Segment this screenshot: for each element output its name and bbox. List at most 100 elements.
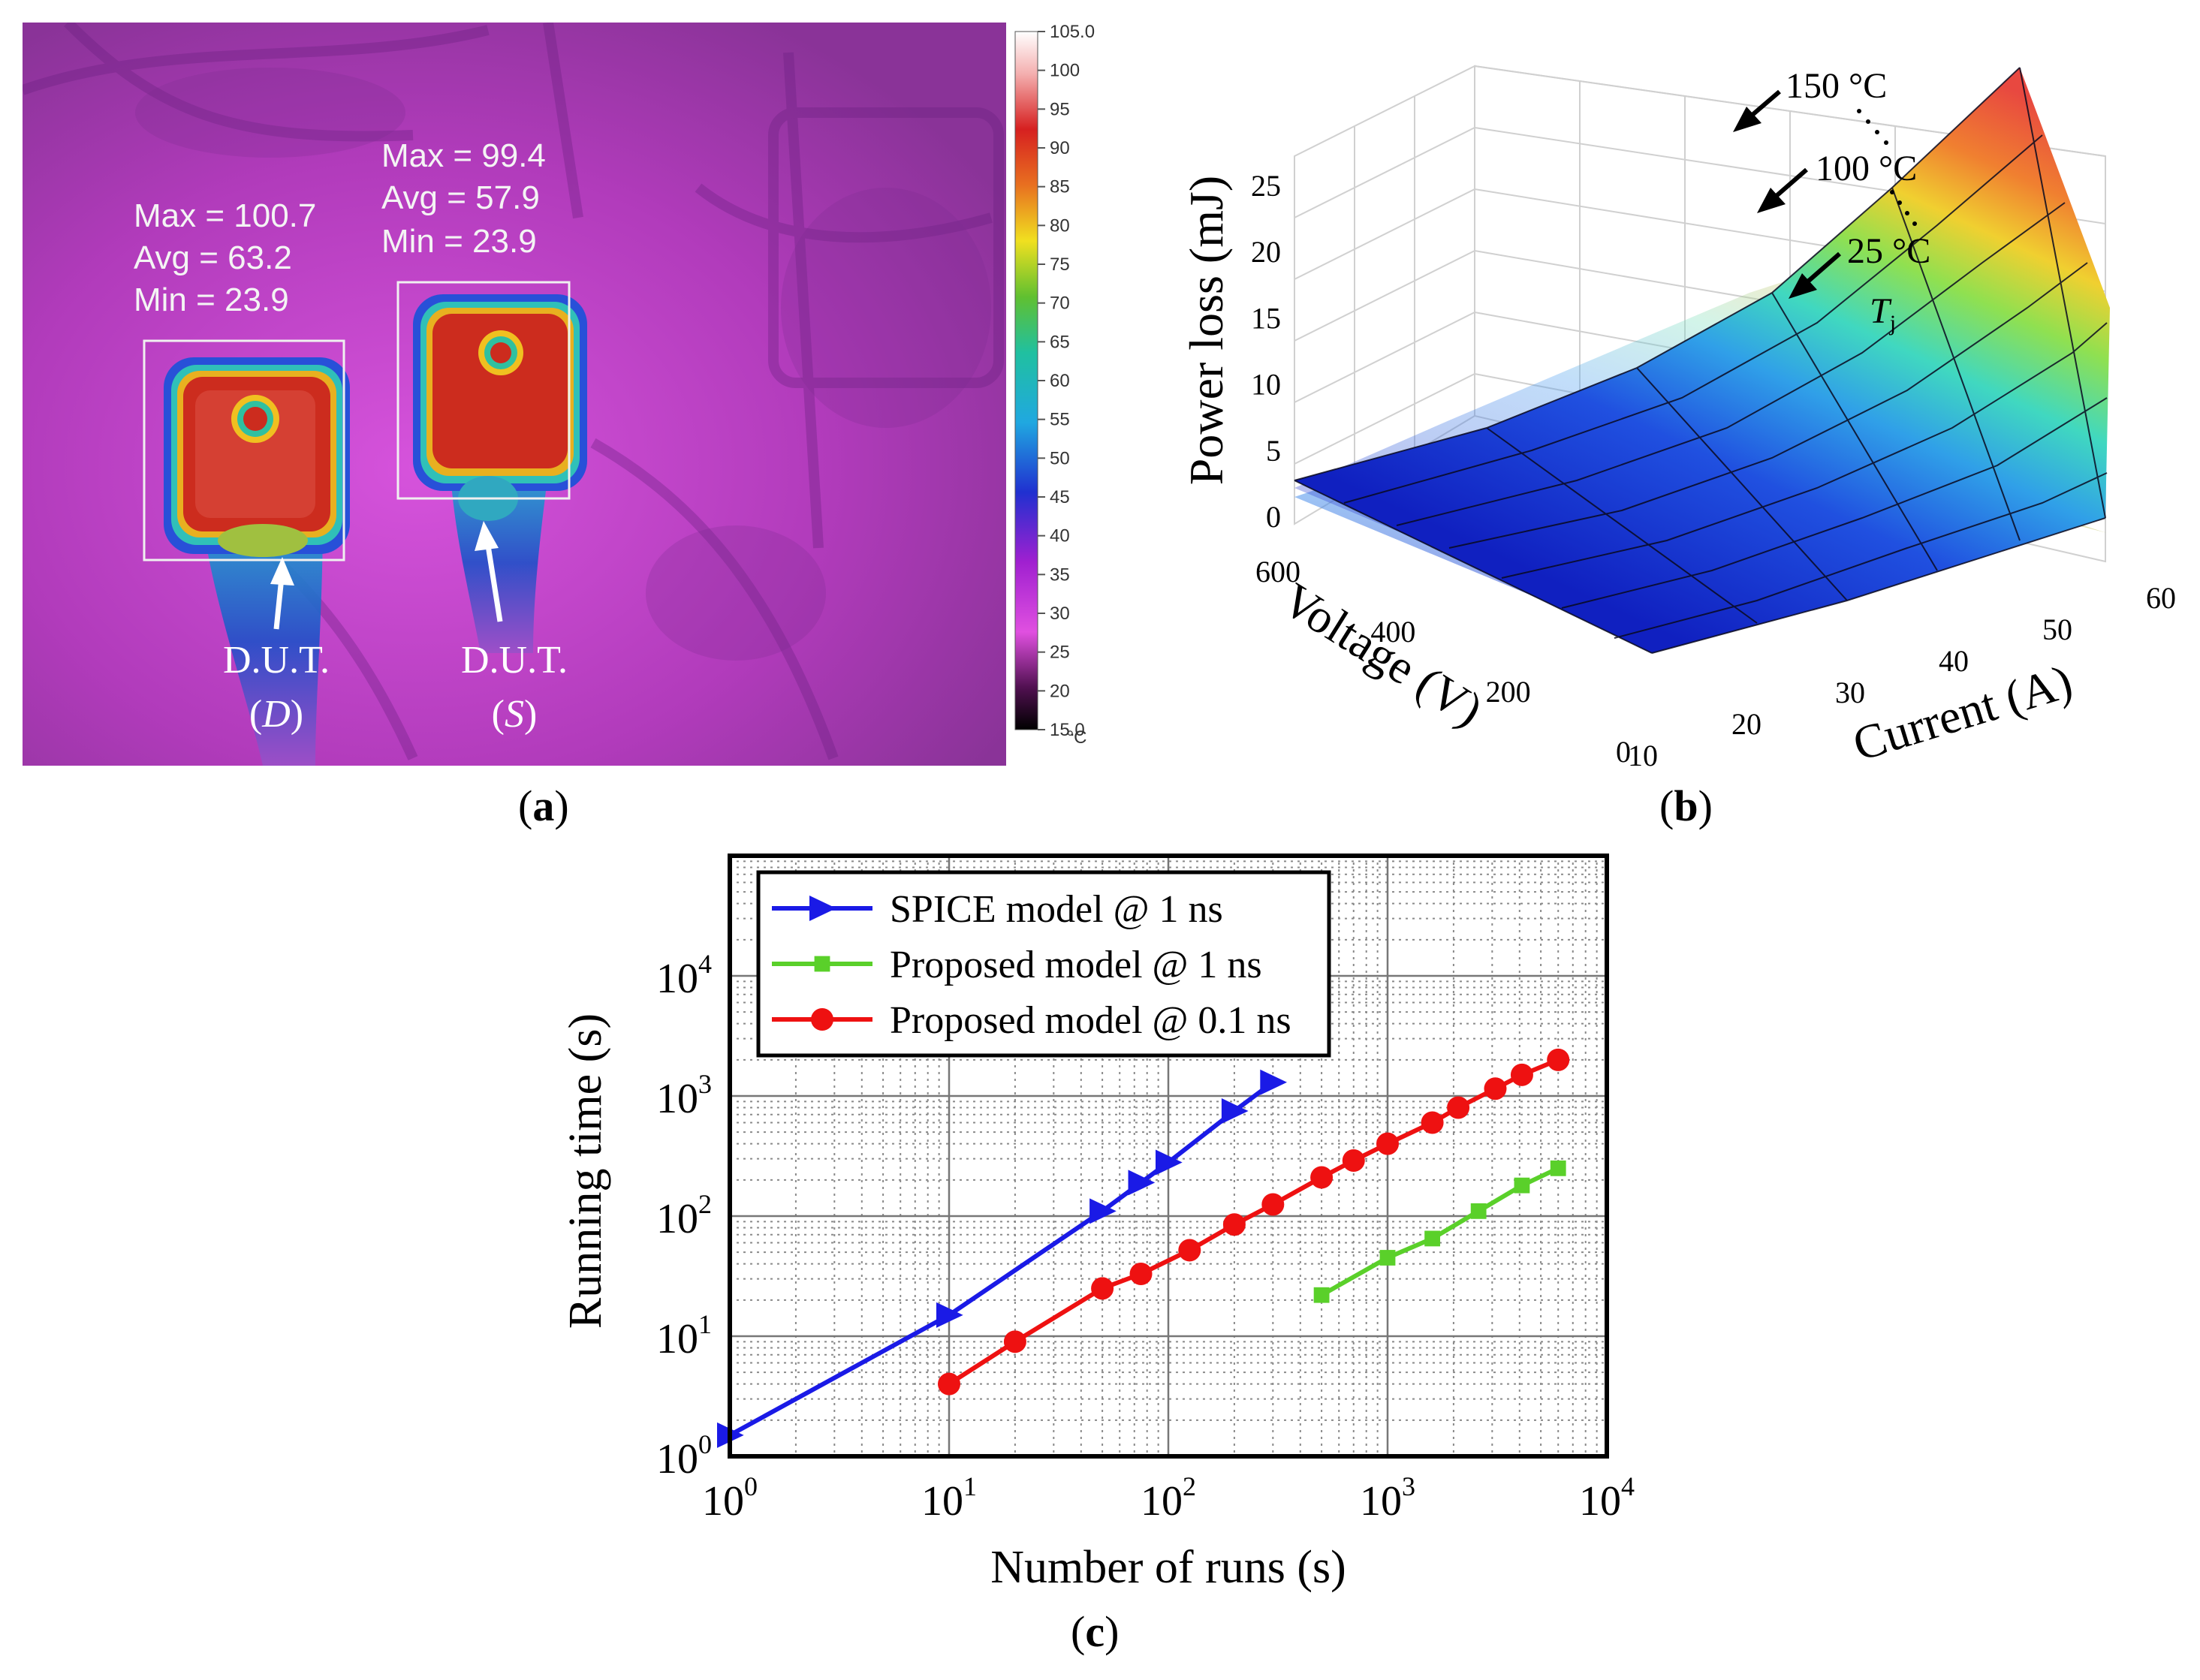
y-tick-label: 101: [656, 1309, 712, 1362]
y-ticks: 100 101 102 103 104: [656, 949, 712, 1483]
data-point: [1342, 1149, 1365, 1173]
data-point: [1129, 1263, 1153, 1286]
colorbar-tick-label: 15.0: [1050, 720, 1085, 740]
data-point: [1310, 1166, 1334, 1189]
colorbar: [1014, 31, 1038, 730]
z-ticks: 0 5 10 15 20 25: [1251, 169, 1281, 534]
colorbar-tick-label: 60: [1050, 371, 1070, 391]
arrow-25c: [1802, 251, 1841, 288]
colorbar-tick-label: 40: [1050, 526, 1070, 546]
panel-a: Max = 100.7 Avg = 63.2 Min = 23.9 Max = …: [23, 23, 1194, 766]
device-s: [413, 294, 587, 653]
x-tick-label: 104: [1579, 1471, 1635, 1525]
current-tick-label: 30: [1835, 676, 1865, 709]
legend-marker: [809, 896, 836, 921]
series-1: [1313, 1160, 1566, 1303]
data-point: [1091, 1277, 1114, 1300]
data-point: [1156, 1149, 1183, 1176]
arrow-s-head: [475, 521, 499, 551]
colorbar-unit: °C: [1067, 727, 1087, 748]
colorbar-tick-label: 30: [1050, 604, 1070, 624]
colorbar-tick-label: 75: [1050, 254, 1070, 275]
current-tick-label: 10: [1628, 739, 1658, 772]
legend-label: SPICE model @ 1 ns: [890, 888, 1223, 931]
voltage-tick-label: 600: [1255, 555, 1300, 589]
dut-labels: D.U.T. (D) D.U.T. (S): [223, 639, 568, 736]
x-tick-label: 103: [1360, 1471, 1415, 1525]
data-point: [1313, 1287, 1330, 1303]
data-point: [938, 1372, 960, 1395]
annotation-dots: [1857, 109, 1917, 226]
z-tick-label: 20: [1251, 235, 1281, 269]
data-point: [1484, 1077, 1507, 1100]
data-point: [1089, 1198, 1117, 1224]
x-ticks: 100 101 102 103 104: [702, 1471, 1635, 1525]
colorbar-tick-label: 65: [1050, 332, 1070, 352]
z-tick-label: 15: [1251, 301, 1281, 335]
z-tick-label: 10: [1251, 368, 1281, 402]
data-point: [1222, 1213, 1246, 1236]
tj-label: Tj: [1870, 291, 1896, 336]
voltage-tick-label: 400: [1370, 615, 1415, 649]
z-tick-label: 0: [1266, 500, 1281, 534]
panel-c: 100 101 102 103 104 100 101 102 103 104 Number o…: [556, 833, 1682, 1674]
legend-marker: [814, 956, 830, 972]
data-point: [1379, 1250, 1396, 1266]
stat-min-d: Min = 23.9: [134, 282, 289, 318]
legend-label: Proposed model @ 1 ns: [890, 944, 1262, 986]
legend: SPICE model @ 1 ns Proposed model @ 1 ns P…: [756, 870, 1331, 1058]
voltage-tick-label: 200: [1486, 675, 1531, 709]
stat-max-d: Max = 100.7: [134, 197, 316, 234]
stats-d: Max = 100.7 Avg = 63.2 Min = 23.9: [134, 197, 316, 318]
panel-a-caption: (a): [518, 781, 569, 830]
running-time-chart: 100 101 102 103 104 100 101 102 103 104 Number o…: [560, 854, 1635, 1593]
label-25c: 25 °C: [1847, 231, 1930, 271]
data-point: [1424, 1230, 1441, 1247]
x-tick-label: 100: [702, 1471, 758, 1525]
y-axis-label: Running time (s): [560, 1013, 611, 1329]
data-point: [1421, 1111, 1444, 1134]
dut-label-s-line2: (S): [492, 693, 538, 736]
data-point: [1376, 1132, 1399, 1155]
annotation-arrows: [1733, 89, 1841, 299]
current-tick-label: 50: [2042, 613, 2072, 646]
voltage-ticks: 0 200 400 600: [1255, 555, 1631, 769]
device-d: [164, 357, 350, 766]
arrow-s: [484, 535, 503, 622]
current-tick-label: 60: [2146, 581, 2176, 615]
arrow-100c: [1771, 167, 1808, 202]
surface-mesh: [1294, 67, 2108, 654]
current-ticks: 10 20 30 40 50 60: [1628, 581, 2176, 772]
colorbar-tick-label: 50: [1050, 448, 1070, 468]
data-point: [1447, 1096, 1470, 1119]
colorbar-tick-label: 70: [1050, 294, 1070, 314]
y-tick-label: 104: [656, 949, 712, 1002]
roi-box-s: [396, 281, 571, 500]
legend-label: Proposed model @ 0.1 ns: [890, 999, 1291, 1042]
data-point: [1003, 1330, 1026, 1353]
colorbar-tick-label: 20: [1050, 681, 1070, 701]
background-structures: [23, 23, 1004, 760]
colorbar-tick-label: 35: [1050, 565, 1070, 585]
data-point: [1470, 1203, 1487, 1219]
y-tick-label: 103: [656, 1069, 712, 1122]
panel-c-caption: (c): [1071, 1607, 1120, 1656]
arrow-d-head: [270, 557, 294, 586]
voltage-axis-label: Voltage (V): [1273, 572, 1492, 736]
x-axis-label: Number of runs (s): [990, 1542, 1346, 1593]
series-0: [717, 1069, 1288, 1448]
z-axis-label: Power loss (mJ): [1180, 176, 1233, 485]
colorbar-tick-label: 100: [1050, 61, 1080, 81]
data-point: [936, 1302, 963, 1328]
colorbar-tick-label: 25: [1050, 643, 1070, 663]
panel-b: 0 5 10 15 20 25 0 200 400 600 10 20 30 40 50 60 Power…: [1171, 23, 2200, 781]
colorbar-tick-label: 95: [1050, 99, 1070, 119]
data-point: [1128, 1170, 1156, 1196]
x-tick-label: 101: [921, 1471, 977, 1525]
label-100c: 100 °C: [1816, 149, 1917, 188]
data-point: [1261, 1193, 1285, 1216]
current-tick-label: 20: [1731, 707, 1762, 741]
series-2: [938, 1048, 1570, 1395]
thermal-image: Max = 100.7 Avg = 63.2 Min = 23.9 Max = …: [23, 23, 1194, 766]
stat-max-s: Max = 99.4: [381, 137, 546, 174]
